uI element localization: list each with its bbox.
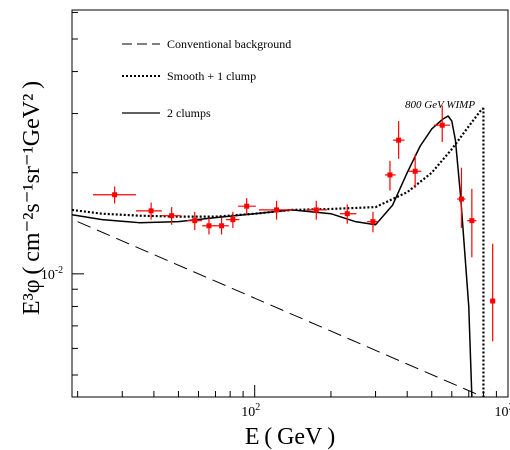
data-point bbox=[393, 121, 405, 159]
data-point bbox=[213, 217, 229, 235]
data-point bbox=[367, 211, 379, 233]
point-marker bbox=[344, 211, 350, 217]
x-tick-label: 103 bbox=[495, 402, 510, 420]
point-marker bbox=[169, 213, 175, 219]
legend: Conventional background Smooth + 1 clump… bbox=[122, 37, 291, 120]
legend-label-smooth: Smooth + 1 clump bbox=[167, 69, 256, 83]
point-marker bbox=[370, 219, 376, 225]
data-point bbox=[259, 200, 294, 220]
data-point bbox=[385, 160, 396, 191]
data-point bbox=[457, 167, 466, 228]
point-marker bbox=[439, 122, 445, 128]
data-point bbox=[136, 202, 162, 220]
data-point bbox=[467, 188, 477, 258]
point-marker bbox=[387, 172, 393, 178]
plot-frame bbox=[71, 9, 509, 398]
x-tick-label: 102 bbox=[241, 402, 260, 420]
point-marker bbox=[206, 223, 212, 229]
legend-label-conventional: Conventional background bbox=[167, 37, 291, 51]
point-marker bbox=[192, 218, 198, 224]
data-point bbox=[225, 211, 240, 228]
point-marker bbox=[148, 208, 154, 214]
point-marker bbox=[274, 207, 280, 213]
data-point bbox=[408, 154, 422, 189]
series-line-3 bbox=[72, 115, 473, 397]
x-axis-title: E ( GeV ) bbox=[245, 424, 335, 450]
data-point bbox=[186, 211, 203, 231]
y-tick-labels: 10-2 bbox=[41, 265, 63, 283]
point-marker bbox=[313, 207, 319, 213]
y-axis-title: E³φ ( cm⁻²s⁻¹sr⁻¹GeV² ) bbox=[19, 81, 45, 315]
x-tick-labels: 102 103 bbox=[241, 402, 510, 420]
point-marker bbox=[112, 192, 118, 198]
point-marker bbox=[219, 223, 225, 229]
data-point bbox=[433, 105, 450, 142]
point-marker bbox=[412, 168, 418, 174]
y-tick-label: 10-2 bbox=[41, 265, 63, 283]
point-marker bbox=[458, 196, 464, 202]
series-line-1 bbox=[77, 221, 484, 397]
data-point bbox=[93, 186, 137, 204]
point-marker bbox=[244, 203, 250, 209]
point-marker bbox=[230, 217, 236, 223]
legend-label-2clumps: 2 clumps bbox=[167, 106, 211, 120]
data-point bbox=[490, 243, 496, 342]
point-marker bbox=[490, 298, 496, 304]
data-point bbox=[161, 207, 181, 225]
data-point bbox=[306, 200, 328, 220]
data-point bbox=[202, 217, 216, 235]
data-point bbox=[238, 198, 256, 215]
series-line-2 bbox=[72, 107, 485, 397]
point-marker bbox=[396, 137, 402, 143]
plot-content bbox=[72, 107, 485, 397]
data-point bbox=[339, 204, 357, 224]
wimp-annotation: 800 GeV WIMP bbox=[405, 99, 475, 111]
axis-ticks bbox=[72, 11, 509, 397]
data-points bbox=[93, 105, 496, 342]
point-marker bbox=[469, 218, 475, 224]
